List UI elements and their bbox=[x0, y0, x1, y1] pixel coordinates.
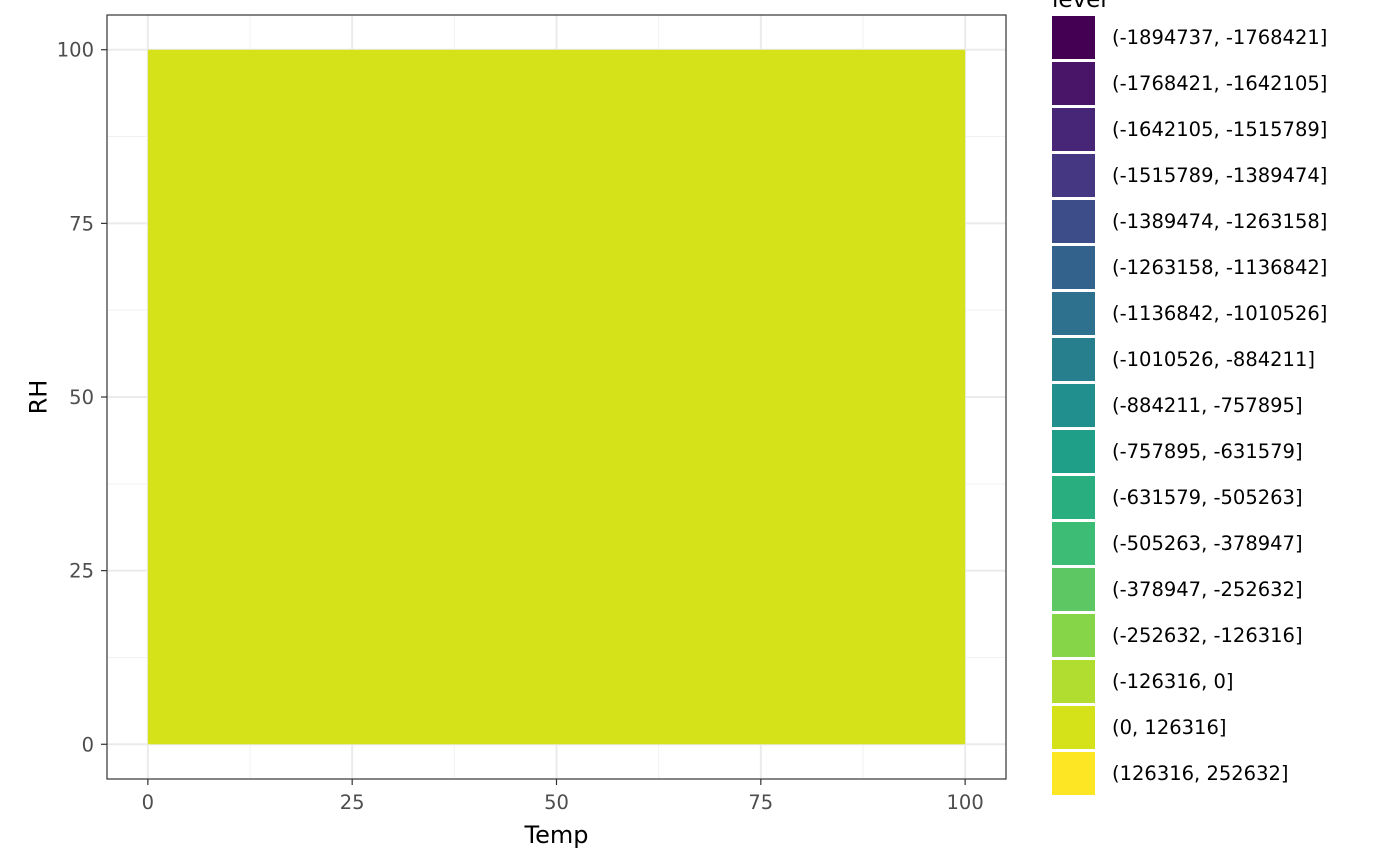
legend-label: (-1768421, -1642105] bbox=[1112, 72, 1328, 95]
y-tick-label: 75 bbox=[69, 212, 94, 235]
legend-label: (-1010526, -884211] bbox=[1112, 348, 1315, 371]
legend-label: (-757895, -631579] bbox=[1112, 440, 1303, 463]
x-tick-label: 100 bbox=[947, 791, 984, 814]
contour-fill-layer bbox=[147, 49, 966, 745]
legend-item: (-1010526, -884211] bbox=[1052, 338, 1400, 384]
y-tick-label: 25 bbox=[69, 560, 94, 583]
legend-item: (-378947, -252632] bbox=[1052, 568, 1400, 614]
x-tick-label: 25 bbox=[340, 791, 365, 814]
legend-item: (-1894737, -1768421] bbox=[1052, 16, 1400, 62]
legend-label: (126316, 252632] bbox=[1112, 762, 1289, 785]
legend-label: (-1515789, -1389474] bbox=[1112, 164, 1328, 187]
legend-key bbox=[1052, 108, 1095, 151]
legend-label: (-884211, -757895] bbox=[1112, 394, 1303, 417]
legend-item: (-1389474, -1263158] bbox=[1052, 200, 1400, 246]
y-axis: 0 25 50 75 100 bbox=[57, 39, 107, 756]
legend-label: (-1642105, -1515789] bbox=[1112, 118, 1328, 141]
x-axis: 0 25 50 75 100 bbox=[142, 779, 984, 814]
legend-key bbox=[1052, 292, 1095, 335]
legend-label: (-505263, -378947] bbox=[1112, 532, 1303, 555]
legend-item: (-252632, -126316] bbox=[1052, 614, 1400, 660]
x-tick-label: 50 bbox=[544, 791, 569, 814]
y-tick-label: 0 bbox=[82, 733, 94, 756]
x-tick-label: 0 bbox=[142, 791, 154, 814]
contour-fill-region bbox=[147, 49, 966, 745]
legend-key bbox=[1052, 200, 1095, 243]
legend-item: (-1515789, -1389474] bbox=[1052, 154, 1400, 200]
legend-items: (-1894737, -1768421] (-1768421, -1642105]… bbox=[1052, 16, 1400, 798]
legend-label: (-631579, -505263] bbox=[1112, 486, 1303, 509]
legend-item: (-1263158, -1136842] bbox=[1052, 246, 1400, 292]
legend-key bbox=[1052, 568, 1095, 611]
legend-label: (-126316, 0] bbox=[1112, 670, 1234, 693]
legend-key bbox=[1052, 752, 1095, 795]
legend-key bbox=[1052, 660, 1095, 703]
legend-key bbox=[1052, 62, 1095, 105]
legend-item: (0, 126316] bbox=[1052, 706, 1400, 752]
legend-key bbox=[1052, 430, 1095, 473]
legend-key bbox=[1052, 16, 1095, 59]
legend-title: level bbox=[1052, 0, 1107, 13]
legend-item: (-884211, -757895] bbox=[1052, 384, 1400, 430]
legend-item: (-1642105, -1515789] bbox=[1052, 108, 1400, 154]
legend-item: (126316, 252632] bbox=[1052, 752, 1400, 798]
y-tick-label: 50 bbox=[69, 386, 94, 409]
x-tick-label: 75 bbox=[748, 791, 773, 814]
y-tick-label: 100 bbox=[57, 39, 94, 62]
legend-key bbox=[1052, 154, 1095, 197]
y-axis-title: RH bbox=[24, 380, 52, 415]
legend: level (-1894737, -1768421] (-1768421, -16… bbox=[1052, 0, 1400, 798]
legend-key bbox=[1052, 614, 1095, 657]
legend-item: (-1768421, -1642105] bbox=[1052, 62, 1400, 108]
legend-label: (-1389474, -1263158] bbox=[1112, 210, 1328, 233]
legend-label: (-1136842, -1010526] bbox=[1112, 302, 1328, 325]
legend-item: (-505263, -378947] bbox=[1052, 522, 1400, 568]
legend-item: (-1136842, -1010526] bbox=[1052, 292, 1400, 338]
legend-item: (-126316, 0] bbox=[1052, 660, 1400, 706]
legend-key bbox=[1052, 706, 1095, 749]
legend-label: (-252632, -126316] bbox=[1112, 624, 1303, 647]
legend-label: (-378947, -252632] bbox=[1112, 578, 1303, 601]
legend-key bbox=[1052, 384, 1095, 427]
legend-key bbox=[1052, 522, 1095, 565]
legend-item: (-757895, -631579] bbox=[1052, 430, 1400, 476]
legend-label: (-1894737, -1768421] bbox=[1112, 26, 1328, 49]
legend-label: (-1263158, -1136842] bbox=[1112, 256, 1328, 279]
legend-key bbox=[1052, 246, 1095, 289]
legend-key bbox=[1052, 476, 1095, 519]
x-axis-title: Temp bbox=[524, 821, 589, 849]
legend-key bbox=[1052, 338, 1095, 381]
legend-label: (0, 126316] bbox=[1112, 716, 1227, 739]
legend-item: (-631579, -505263] bbox=[1052, 476, 1400, 522]
